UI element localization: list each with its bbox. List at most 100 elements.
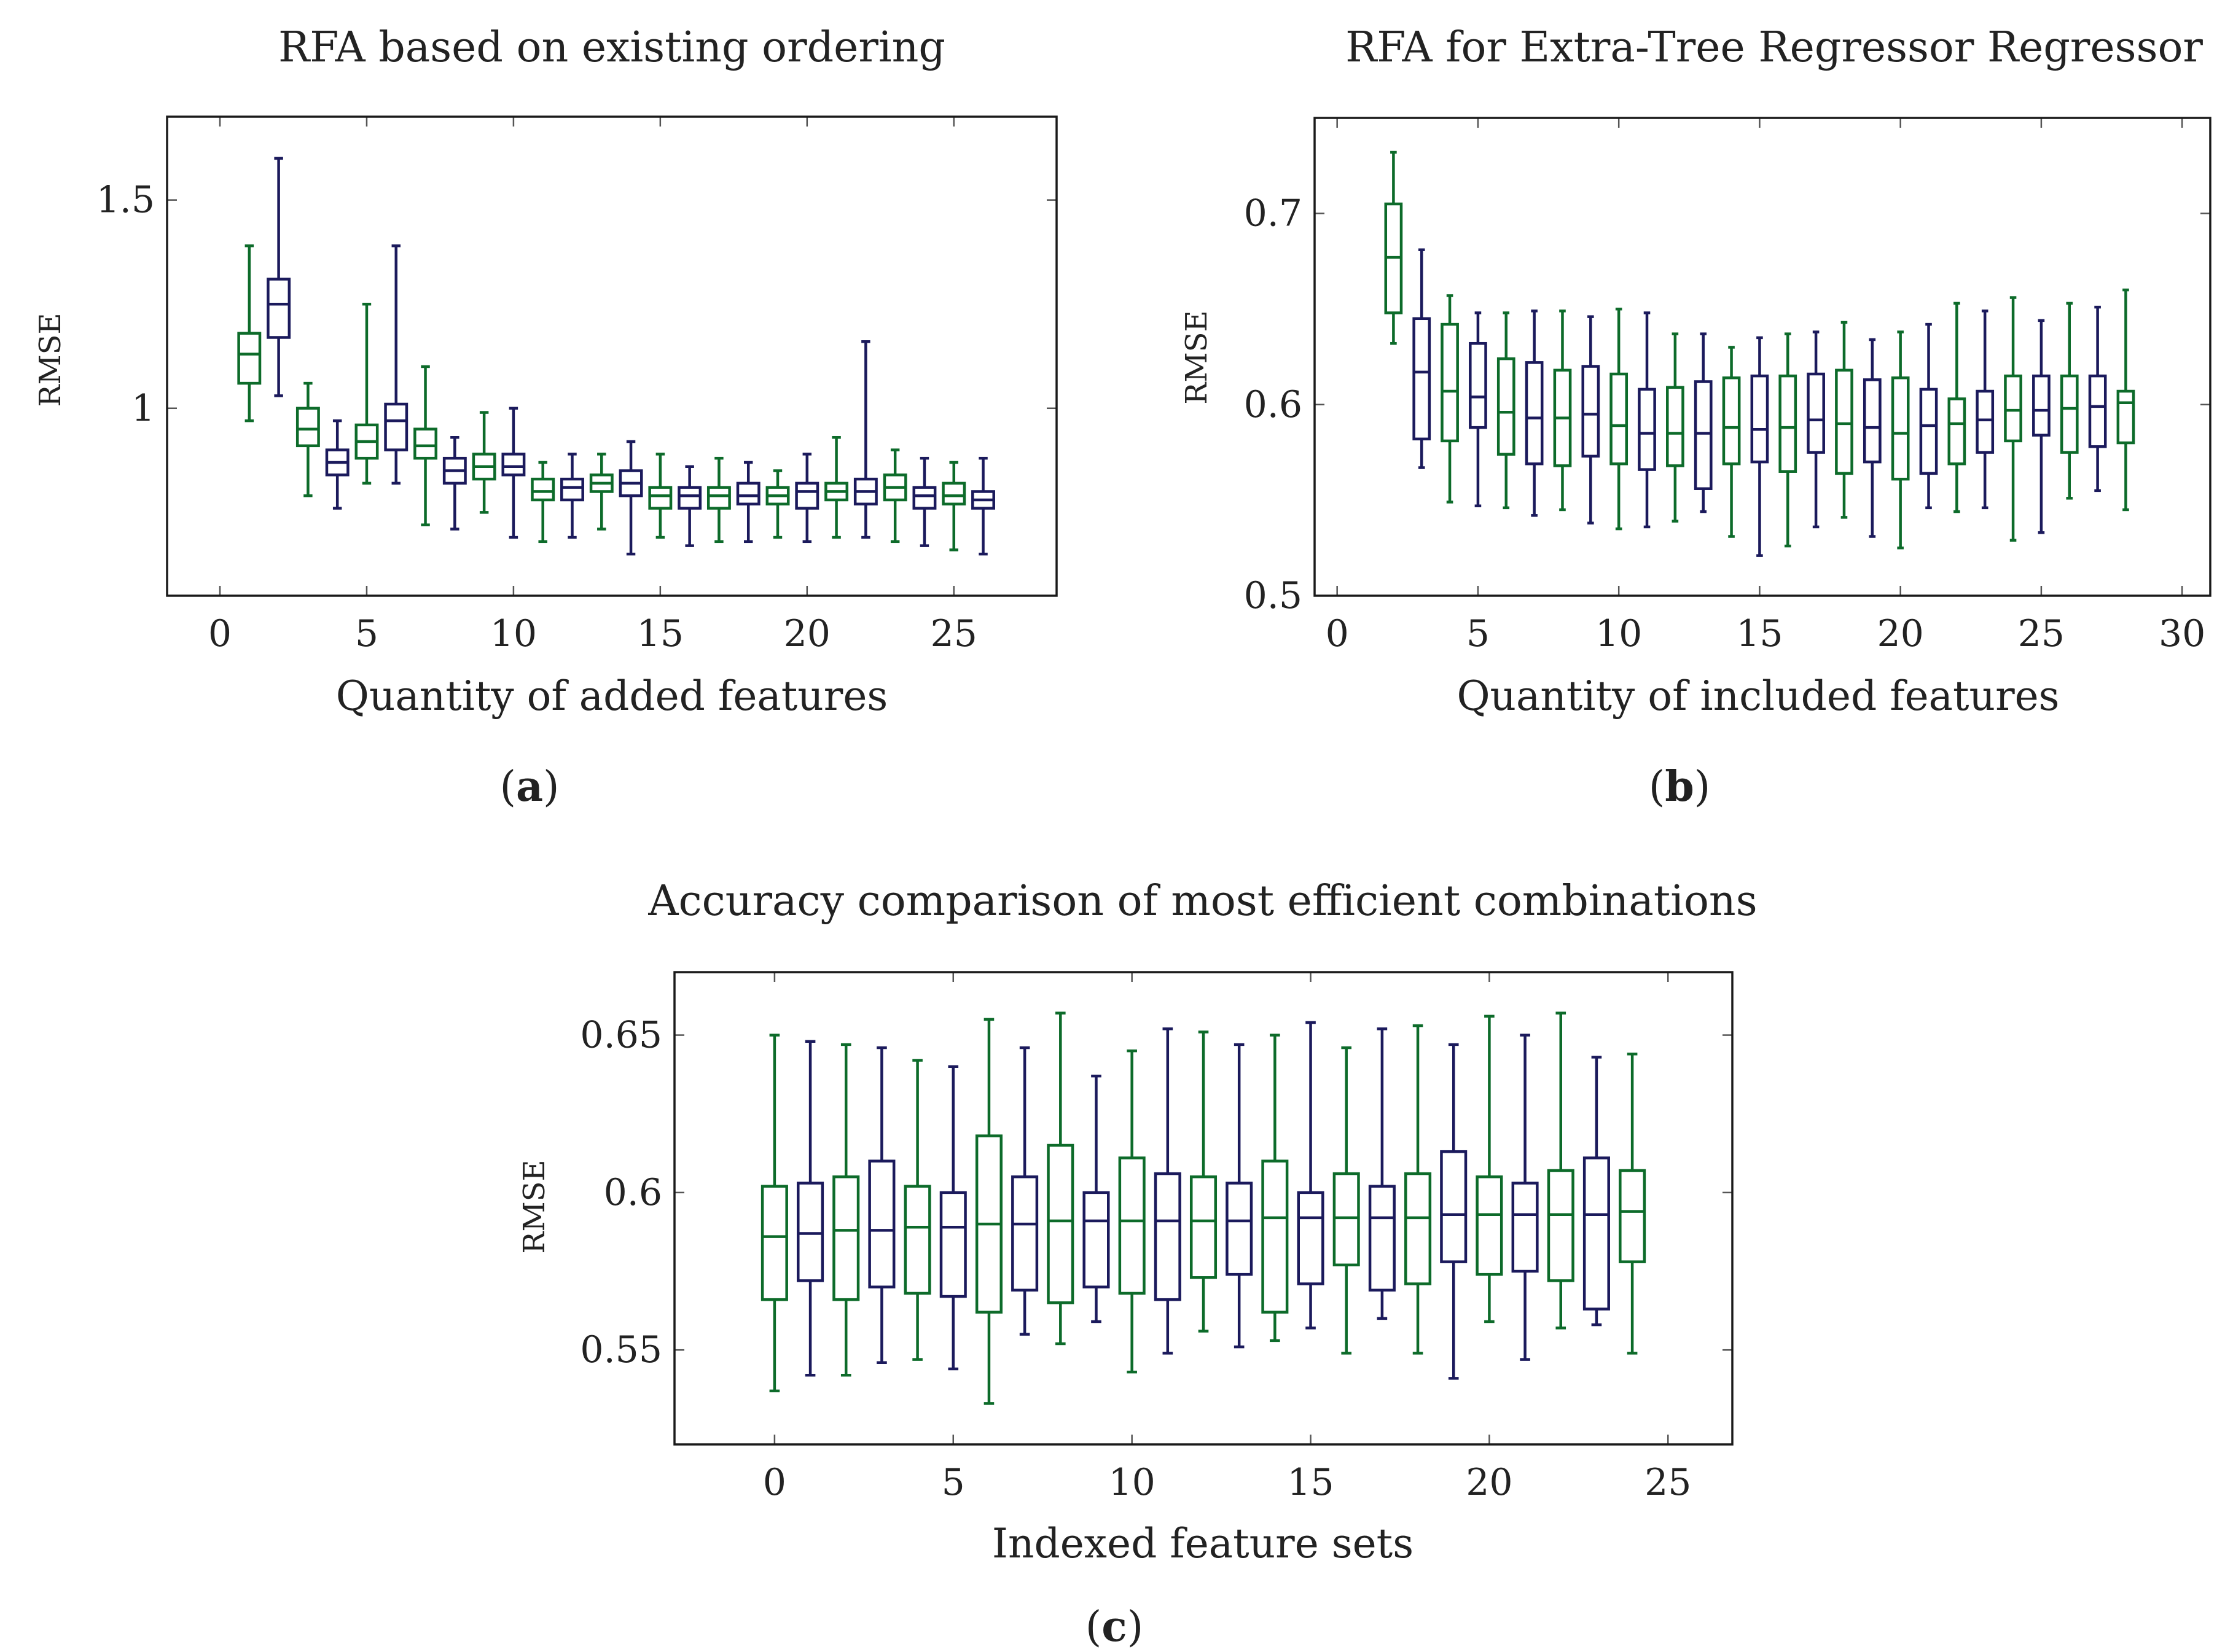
iqr-box [678, 486, 702, 510]
panel-a-caption: (a) [499, 762, 559, 811]
box-plot [531, 461, 555, 544]
iqr-box [1412, 317, 1431, 441]
box-plot [1476, 1015, 1503, 1323]
box-plot [1226, 1043, 1253, 1349]
iqr-box [2060, 374, 2079, 454]
panel-c-title: Accuracy comparison of most efficient co… [647, 877, 1757, 925]
iqr-box [942, 481, 966, 506]
box-plot [1297, 1021, 1324, 1330]
box-plot [1807, 330, 1825, 529]
box-plot [1694, 332, 1713, 513]
iqr-box [2116, 389, 2135, 445]
box-plot [1332, 1046, 1360, 1355]
iqr-box [1368, 1185, 1396, 1292]
box-plot [1553, 310, 1572, 512]
iqr-box [1694, 380, 1713, 490]
box-plot [560, 453, 584, 539]
box-plot [1412, 248, 1431, 469]
iqr-box [797, 1182, 824, 1282]
x-tick-label: 0 [763, 1461, 786, 1504]
panel-c-frame [673, 971, 1734, 1446]
box-plot [832, 1043, 860, 1377]
x-tick-label: 0 [1326, 612, 1349, 655]
box-plot [1189, 1031, 1218, 1333]
box-plot [267, 157, 291, 397]
x-tick-label: 20 [1877, 612, 1923, 655]
box-plot [1863, 338, 1882, 538]
iqr-box [648, 486, 673, 510]
box-plot [1496, 311, 1515, 510]
box-plot [1750, 336, 1769, 557]
y-tick-label: 1.5 [96, 179, 155, 222]
panel-b-xticks: 0 5 10 15 20 25 30 [1326, 118, 2205, 655]
iqr-box [761, 1185, 788, 1301]
iqr-box [1261, 1159, 1289, 1314]
iqr-box [706, 486, 731, 510]
box-plot [384, 244, 409, 485]
box-plot [1404, 1024, 1432, 1355]
x-tick-label: 5 [942, 1461, 965, 1504]
box-plot [853, 340, 878, 539]
x-tick-label: 10 [1595, 612, 1642, 655]
iqr-box [1525, 361, 1544, 466]
iqr-box [1722, 376, 1741, 466]
box-plot [237, 244, 262, 423]
panel-b-xlabel: Quantity of included features [1457, 672, 2059, 720]
iqr-box [1547, 1169, 1574, 1282]
x-tick-label: 10 [490, 612, 537, 655]
iqr-box [1404, 1172, 1432, 1285]
box-plot [1947, 302, 1966, 513]
iqr-box [1582, 1156, 1610, 1311]
iqr-box [1047, 1144, 1074, 1304]
iqr-box [1226, 1182, 1253, 1276]
panel-b-boxes [1384, 150, 2135, 557]
box-plot [354, 302, 379, 485]
y-tick-label: 0.6 [604, 1171, 662, 1214]
iqr-box [560, 477, 584, 502]
panel-c-boxes [761, 1011, 1646, 1405]
iqr-box [1835, 368, 1853, 475]
box-plot [1082, 1074, 1110, 1323]
box-plot [971, 456, 995, 556]
box-plot [975, 1018, 1003, 1405]
panel-a-yticks: 11.5 [96, 179, 1057, 430]
iqr-box [1511, 1182, 1539, 1273]
iqr-box [1082, 1191, 1110, 1288]
x-tick-label: 0 [208, 612, 232, 655]
box-plot [1835, 321, 1853, 519]
iqr-box [531, 477, 555, 502]
box-plot [706, 456, 731, 544]
iqr-box [501, 453, 526, 477]
box-plot [883, 448, 907, 544]
panel-b-ylabel: RMSE [1179, 310, 1214, 404]
iqr-box [384, 402, 409, 451]
iqr-box [2004, 374, 2022, 443]
box-plot [442, 436, 467, 531]
box-plot [1666, 332, 1684, 523]
box-plot [589, 453, 614, 531]
y-tick-label: 0.65 [580, 1014, 662, 1057]
iqr-box [1189, 1175, 1218, 1279]
panel-b-caption: (b) [1649, 762, 1711, 811]
box-plot [1511, 1034, 1539, 1361]
iqr-box [1476, 1175, 1503, 1276]
panel-b: RFA for Extra-Tree Regressor Regressor R… [1179, 23, 2211, 811]
y-tick-label: 0.5 [1244, 574, 1302, 617]
box-plot [1118, 1049, 1146, 1374]
box-plot [1638, 311, 1656, 529]
box-plot [1441, 294, 1459, 504]
iqr-box [1496, 357, 1515, 456]
x-tick-label: 5 [1466, 612, 1490, 655]
box-plot [2004, 296, 2022, 542]
box-plot [761, 1034, 788, 1393]
box-plot [795, 453, 819, 544]
iqr-box [1581, 365, 1600, 458]
x-tick-label: 15 [637, 612, 684, 655]
y-tick-label: 0.55 [580, 1328, 662, 1371]
iqr-box [1011, 1175, 1039, 1292]
box-plot [942, 461, 966, 551]
iqr-box [1807, 372, 1825, 454]
iqr-box [1297, 1191, 1324, 1285]
box-plot [295, 381, 320, 497]
x-tick-label: 25 [2018, 612, 2065, 655]
